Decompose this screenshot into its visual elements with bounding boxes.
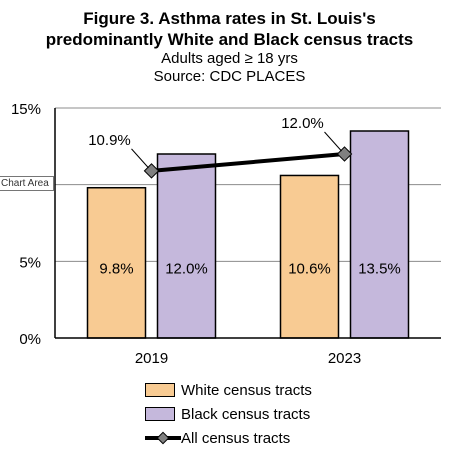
y-tick-label: 15% xyxy=(11,101,41,118)
chart-area-tooltip: Chart Area xyxy=(0,176,54,191)
x-tick-label: 2023 xyxy=(328,350,361,367)
legend-swatch-white xyxy=(145,383,175,397)
y-tick-label: 0% xyxy=(19,331,41,348)
chart-title-line-1: Figure 3. Asthma rates in St. Louis's xyxy=(83,9,376,28)
line-data-label: 12.0% xyxy=(281,115,324,132)
data-label-leader xyxy=(324,131,342,152)
bar-data-label: 9.8% xyxy=(99,261,133,278)
legend-swatch-all xyxy=(145,431,181,445)
legend-label-black: Black census tracts xyxy=(181,405,311,423)
data-label-leader xyxy=(131,148,149,169)
chart-subtitle-line-2: Source: CDC PLACES xyxy=(153,68,306,85)
chart-title-block: Figure 3. Asthma rates in St. Louis's pr… xyxy=(0,8,459,86)
bar-data-label: 13.5% xyxy=(358,261,401,278)
bar-data-label: 12.0% xyxy=(165,261,208,278)
chart-title-line-2: predominantly White and Black census tra… xyxy=(45,30,414,49)
bar xyxy=(86,186,147,339)
legend-label-all: All census tracts xyxy=(181,429,291,447)
bar xyxy=(156,153,217,339)
legend-swatch-black xyxy=(145,407,175,421)
bar xyxy=(279,174,340,339)
series-line-all xyxy=(151,152,345,173)
legend-label-white: White census tracts xyxy=(181,381,312,399)
bar-data-label: 10.6% xyxy=(288,261,331,278)
y-tick-label: 5% xyxy=(19,254,41,271)
line-data-label: 10.9% xyxy=(88,132,131,149)
chart-legend[interactable]: White census tracts Black census tracts … xyxy=(145,378,312,450)
x-tick-label: 2019 xyxy=(135,350,168,367)
chart-subtitle-line-1: Adults aged ≥ 18 yrs xyxy=(161,50,298,67)
legend-item-black[interactable]: Black census tracts xyxy=(145,402,312,426)
bar xyxy=(349,130,410,339)
legend-item-white[interactable]: White census tracts xyxy=(145,378,312,402)
legend-item-all[interactable]: All census tracts xyxy=(145,426,312,450)
